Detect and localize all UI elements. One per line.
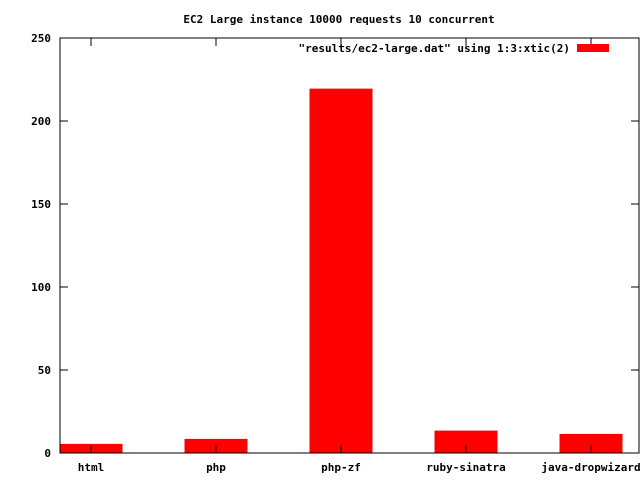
y-tick-label: 100 [31,281,51,294]
x-tick-label: php-zf [321,461,361,474]
bar-series [59,88,623,453]
chart-title: EC2 Large instance 10000 requests 10 con… [183,13,494,26]
bar-ruby-sinatra [434,430,498,453]
x-tick-label: php [206,461,226,474]
bar-java-dropwizard [559,433,623,453]
plot-border [59,37,640,454]
y-tick-label: 50 [38,364,51,377]
legend: "results/ec2-large.dat" using 1:3:xtic(2… [298,42,609,55]
y-axis: 0 50 100 150 200 250 [31,32,639,460]
x-tick-label: java-dropwizard [541,461,640,474]
y-tick-label: 150 [31,198,51,211]
x-tick-label: html [78,461,105,474]
legend-swatch [577,44,609,52]
y-tick-label: 0 [44,447,51,460]
y-tick-label: 250 [31,32,51,45]
x-axis: html php php-zf ruby-sinatra java-dropwizard [78,38,640,474]
y-tick-label: 200 [31,115,51,128]
x-tick-label: ruby-sinatra [426,461,505,474]
bar-php-zf [309,88,373,453]
legend-series-label: "results/ec2-large.dat" using 1:3:xtic(2… [298,42,570,55]
